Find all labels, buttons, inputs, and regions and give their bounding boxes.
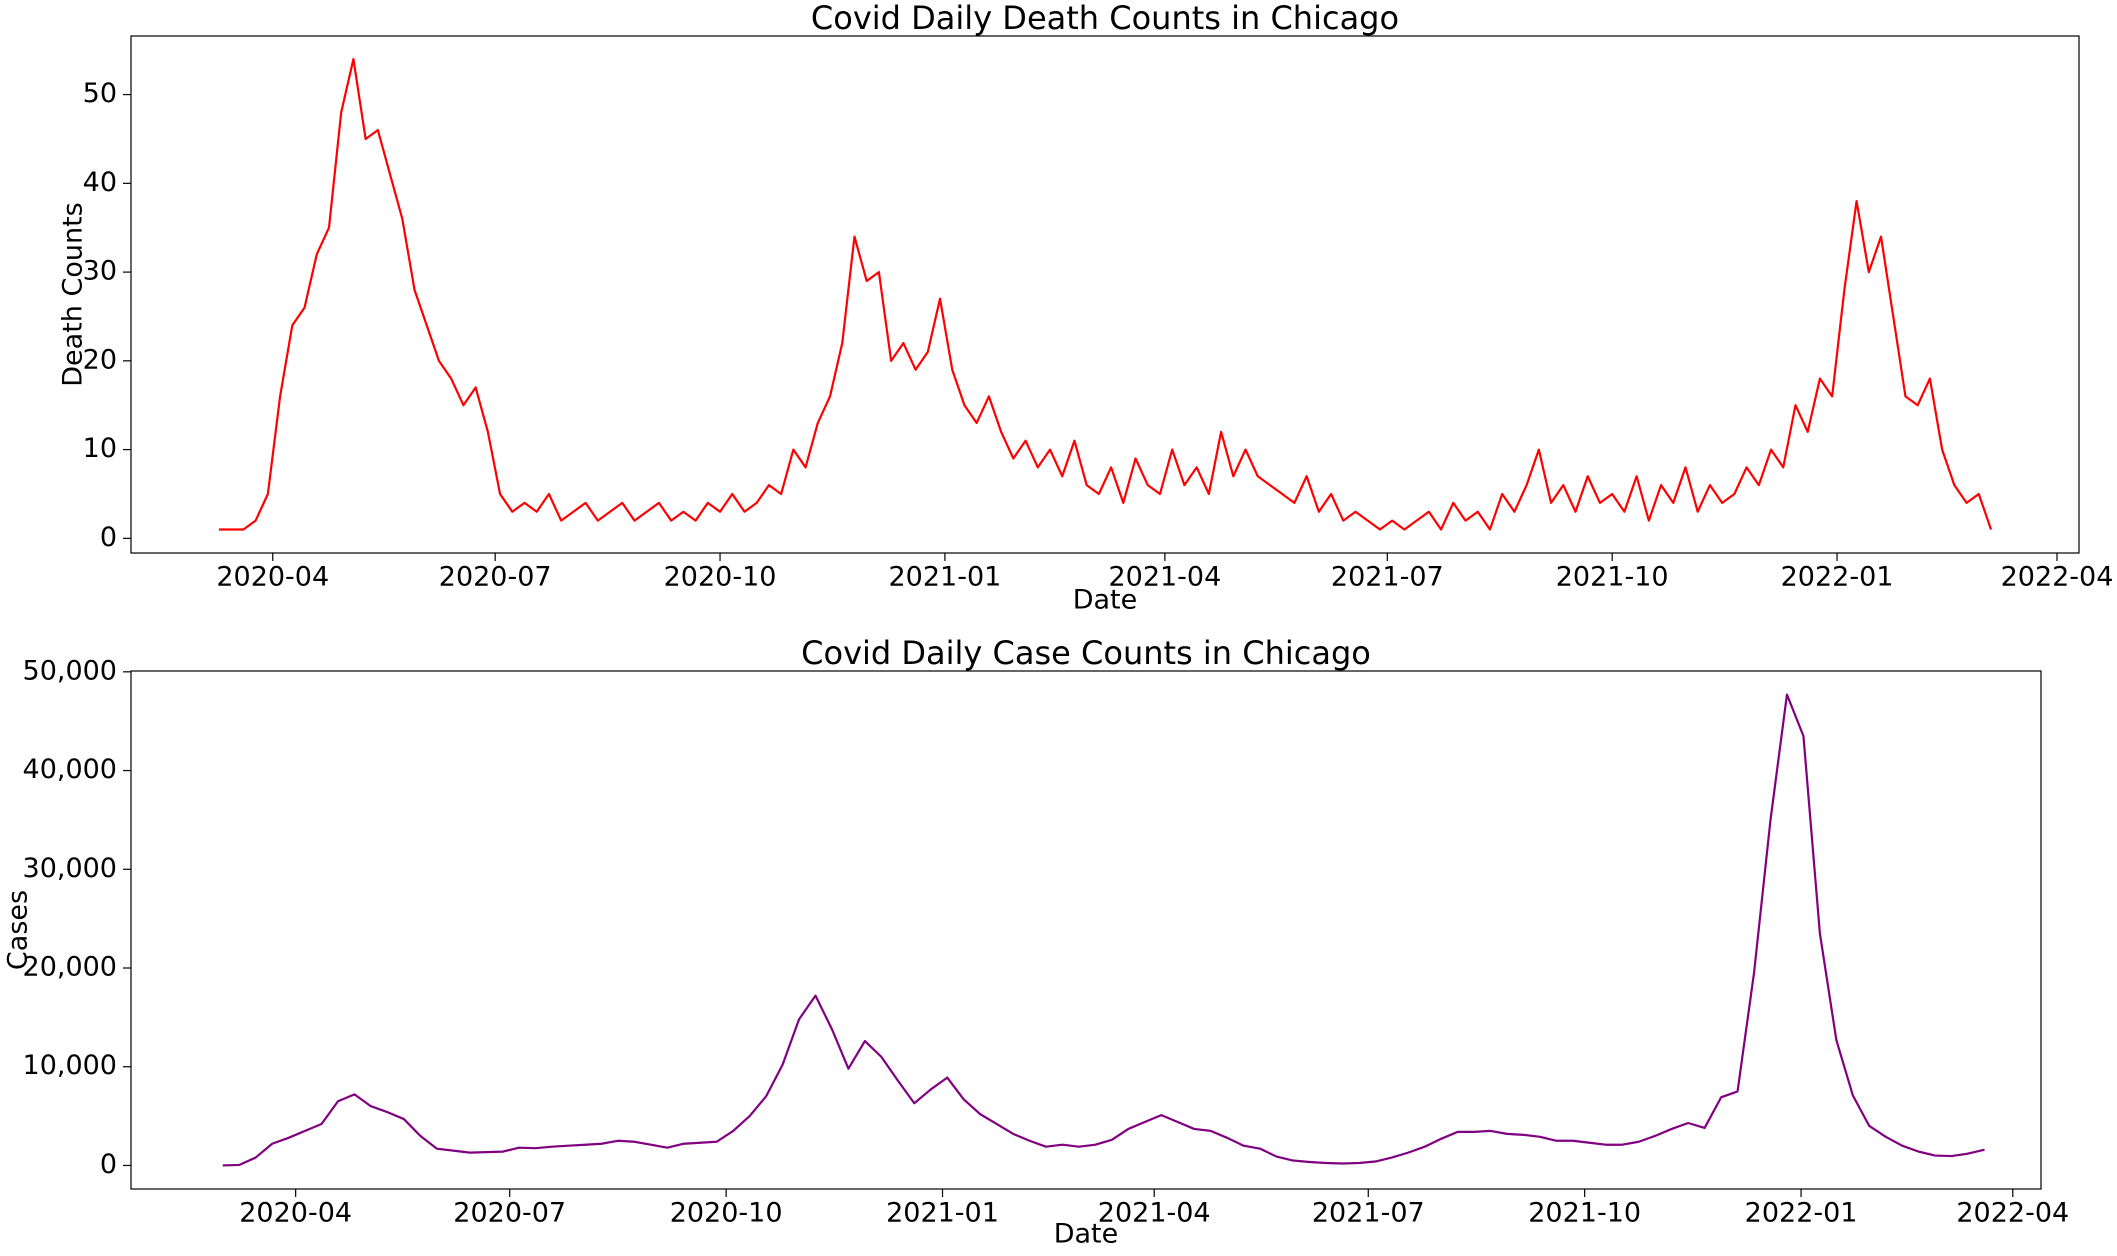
y-tick-label: 10,000	[23, 1050, 117, 1081]
x-tick-label: 2020-04	[216, 562, 329, 593]
x-tick-label: 2021-10	[1556, 562, 1669, 593]
y-axis-label: Death Counts	[58, 202, 89, 386]
plot-frame	[130, 35, 2080, 554]
x-axis-label: Date	[1073, 585, 1138, 616]
x-tick-label: 2020-10	[664, 562, 777, 593]
x-tick-label: 2022-04	[1956, 1198, 2069, 1229]
x-tick-label: 2020-10	[670, 1198, 783, 1229]
plot-frame	[130, 670, 2042, 1190]
y-tick-label: 30,000	[23, 853, 117, 884]
y-tick-label: 0	[100, 1149, 117, 1180]
x-tick-label: 2022-04	[2001, 562, 2114, 593]
y-tick-label: 30	[83, 256, 117, 287]
x-tick-label: 2022-01	[1781, 562, 1894, 593]
data-line	[218, 57, 1993, 531]
x-tick-label: 2022-01	[1745, 1198, 1858, 1229]
y-tick-label: 0	[100, 522, 117, 553]
x-tick-label: 2021-01	[889, 562, 1002, 593]
x-tick-label: 2021-04	[1108, 562, 1221, 593]
chart-title: Covid Daily Death Counts in Chicago	[811, 0, 1399, 37]
x-tick-label: 2020-07	[453, 1198, 566, 1229]
x-tick-label: 2021-04	[1098, 1198, 1211, 1229]
y-tick-label: 10	[83, 433, 117, 464]
y-tick-label: 20	[83, 344, 117, 375]
x-tick-label: 2021-10	[1528, 1198, 1641, 1229]
x-tick-label: 2020-07	[439, 562, 552, 593]
x-tick-label: 2021-07	[1331, 562, 1444, 593]
y-tick-label: 40,000	[23, 754, 117, 785]
x-tick-label: 2021-01	[886, 1198, 999, 1229]
y-tick-label: 50	[83, 78, 117, 109]
y-tick-label: 40	[83, 167, 117, 198]
y-axis-label: Cases	[3, 890, 34, 970]
x-tick-label: 2021-07	[1312, 1198, 1425, 1229]
y-tick-label: 50,000	[23, 655, 117, 686]
x-tick-label: 2020-04	[239, 1198, 352, 1229]
y-tick-label: 20,000	[23, 952, 117, 983]
chart-title: Covid Daily Case Counts in Chicago	[801, 634, 1371, 672]
data-line	[222, 693, 1985, 1167]
x-axis-label: Date	[1054, 1219, 1119, 1250]
